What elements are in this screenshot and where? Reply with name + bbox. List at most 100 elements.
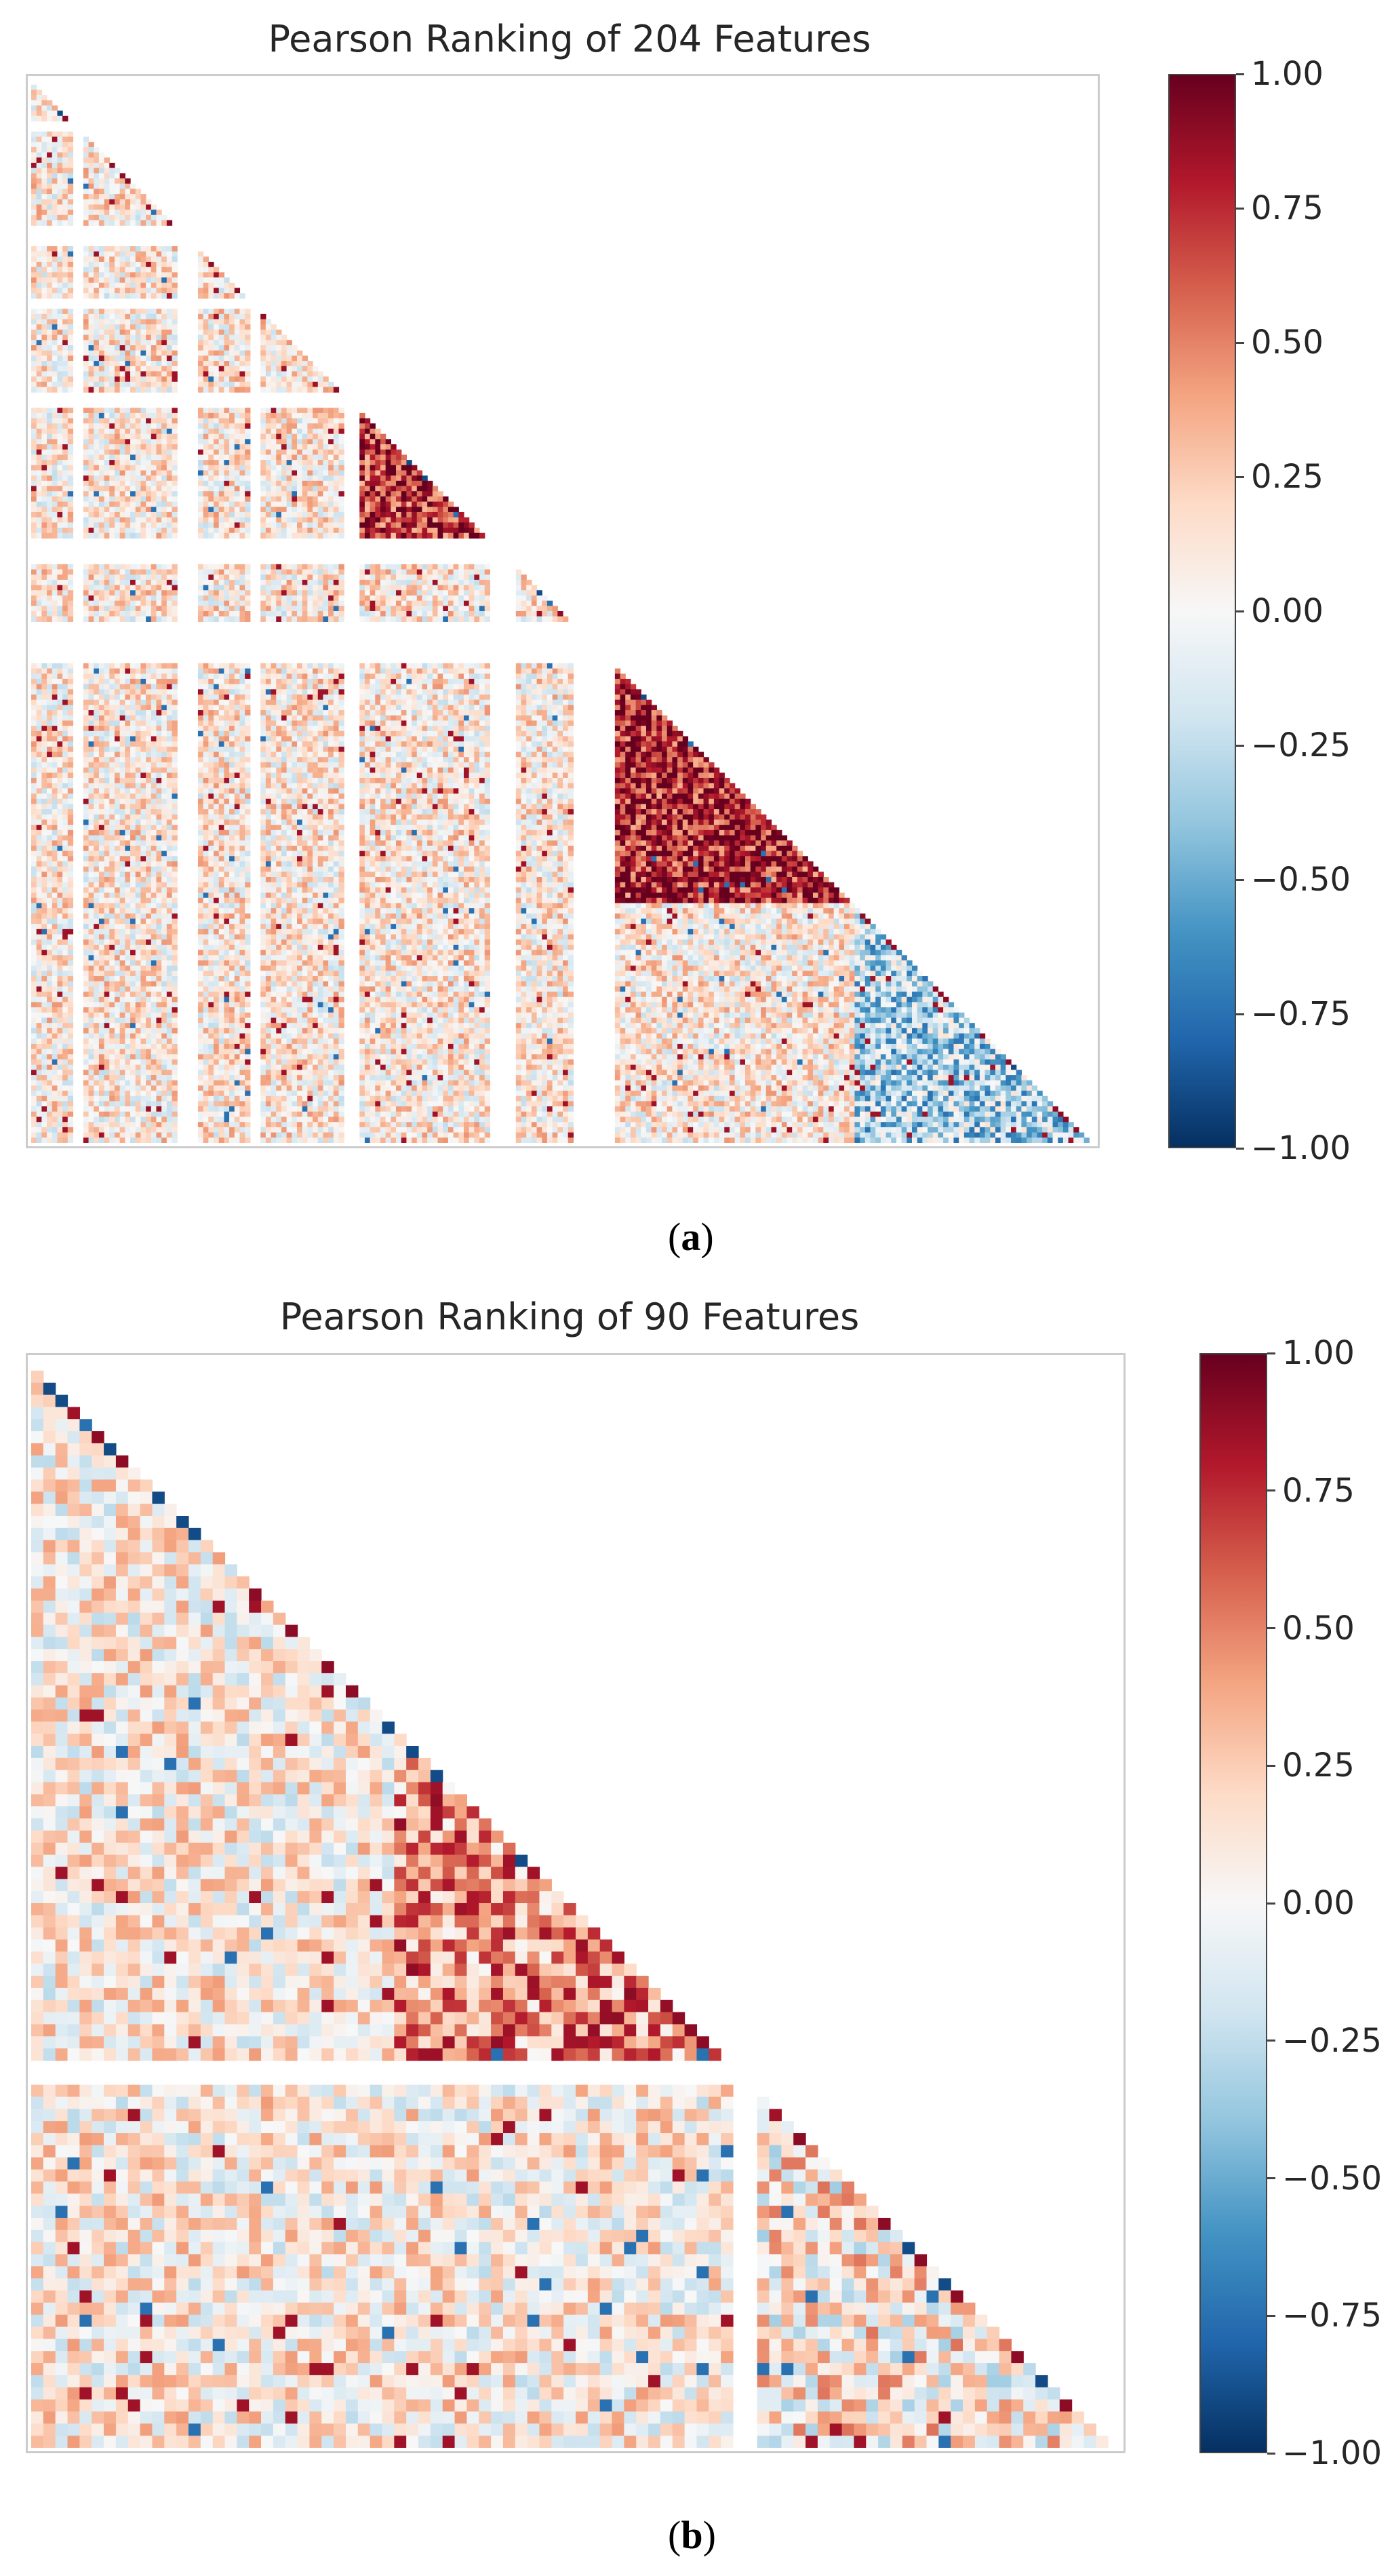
heatmap-cell <box>104 684 110 690</box>
heatmap-cell <box>260 491 266 497</box>
heatmap-cell <box>458 699 464 705</box>
heatmap-cell <box>375 684 381 690</box>
heatmap-cell <box>239 699 245 705</box>
heatmap-cell <box>406 496 412 503</box>
heatmap-cell <box>67 569 74 575</box>
heatmap-cell <box>443 715 449 722</box>
heatmap-cell <box>151 517 157 523</box>
heatmap-cell <box>286 674 292 680</box>
heatmap-cell <box>422 496 428 503</box>
heatmap-cell <box>214 480 220 487</box>
heatmap-cell <box>67 282 74 289</box>
heatmap-cell <box>406 501 412 507</box>
heatmap-cell <box>31 564 37 570</box>
heatmap-cell <box>239 663 245 669</box>
heatmap-cell <box>323 606 329 612</box>
heatmap-cell <box>265 486 272 492</box>
heatmap-cell <box>359 517 365 523</box>
heatmap-cell <box>260 433 266 440</box>
heatmap-cell <box>224 480 230 487</box>
heatmap-cell <box>47 606 53 612</box>
heatmap-cell <box>286 408 292 414</box>
heatmap-cell <box>323 600 329 606</box>
heatmap-cell <box>260 616 266 622</box>
heatmap-cell <box>328 517 334 523</box>
heatmap-cell <box>36 532 42 539</box>
heatmap-cell <box>197 366 204 372</box>
heatmap-cell <box>114 491 121 497</box>
heatmap-cell <box>380 528 386 534</box>
heatmap-cell <box>47 470 53 476</box>
heatmap-cell <box>47 194 53 200</box>
heatmap-cell <box>364 616 371 622</box>
heatmap-cell <box>229 340 235 346</box>
heatmap-cell <box>229 579 235 586</box>
heatmap-cell <box>224 674 230 680</box>
heatmap-cell <box>338 663 344 669</box>
heatmap-cell <box>62 699 68 705</box>
heatmap-cell <box>94 569 100 575</box>
heatmap-cell <box>391 684 397 690</box>
heatmap-cell <box>375 668 381 674</box>
heatmap-cell <box>469 689 475 695</box>
heatmap-cell <box>135 293 142 299</box>
heatmap-cell <box>214 528 220 534</box>
heatmap-cell <box>47 272 53 278</box>
heatmap-cell <box>135 720 142 726</box>
heatmap-cell <box>83 293 90 299</box>
heatmap-cell <box>286 606 292 612</box>
heatmap-cell <box>214 517 220 523</box>
heatmap-cell <box>412 496 418 503</box>
heatmap-cell <box>104 408 110 414</box>
heatmap-cell <box>443 511 449 518</box>
heatmap-cell <box>114 532 121 539</box>
heatmap-cell <box>62 491 68 497</box>
heatmap-cell <box>406 470 412 476</box>
heatmap-cell <box>109 611 115 617</box>
heatmap-cell <box>302 387 308 393</box>
heatmap-cell <box>307 412 313 419</box>
heatmap-cell <box>135 220 142 226</box>
heatmap-cell <box>62 267 68 273</box>
heatmap-cell <box>41 183 47 190</box>
heatmap-cell <box>297 439 303 445</box>
heatmap-cell <box>166 674 173 680</box>
heatmap-cell <box>57 528 63 534</box>
heatmap-cell <box>265 689 272 695</box>
heatmap-cell <box>151 262 157 268</box>
heatmap-cell <box>130 486 136 492</box>
heatmap-cell <box>620 699 626 705</box>
heatmap-cell <box>552 663 558 669</box>
heatmap-cell <box>67 423 74 429</box>
heatmap-cell <box>427 569 433 575</box>
heatmap-cell <box>359 564 365 570</box>
heatmap-cell <box>563 616 569 622</box>
heatmap-cell <box>156 517 162 523</box>
heatmap-cell <box>214 616 220 622</box>
heatmap-cell <box>88 345 94 351</box>
heatmap-cell <box>130 600 136 606</box>
heatmap-cell <box>135 433 142 440</box>
heatmap-cell <box>276 387 282 393</box>
heatmap-cell <box>380 522 386 528</box>
heatmap-cell <box>41 345 47 351</box>
heatmap-cell <box>359 507 365 513</box>
heatmap-cell <box>125 428 131 435</box>
heatmap-cell <box>422 668 428 674</box>
heatmap-cell <box>208 313 214 320</box>
heatmap-cell <box>208 361 214 367</box>
heatmap-cell <box>323 678 329 685</box>
heatmap-cell <box>31 517 37 523</box>
heatmap-cell <box>391 486 397 492</box>
heatmap-cell <box>88 522 94 528</box>
heatmap-cell <box>286 715 292 722</box>
heatmap-cell <box>302 585 308 591</box>
heatmap-cell <box>83 475 90 482</box>
heatmap-cell <box>114 668 121 674</box>
heatmap-cell <box>307 507 313 513</box>
heatmap-cell <box>307 480 313 487</box>
heatmap-cell <box>98 475 105 482</box>
heatmap-cell <box>286 517 292 523</box>
heatmap-cell <box>412 470 418 476</box>
heatmap-cell <box>67 564 74 570</box>
